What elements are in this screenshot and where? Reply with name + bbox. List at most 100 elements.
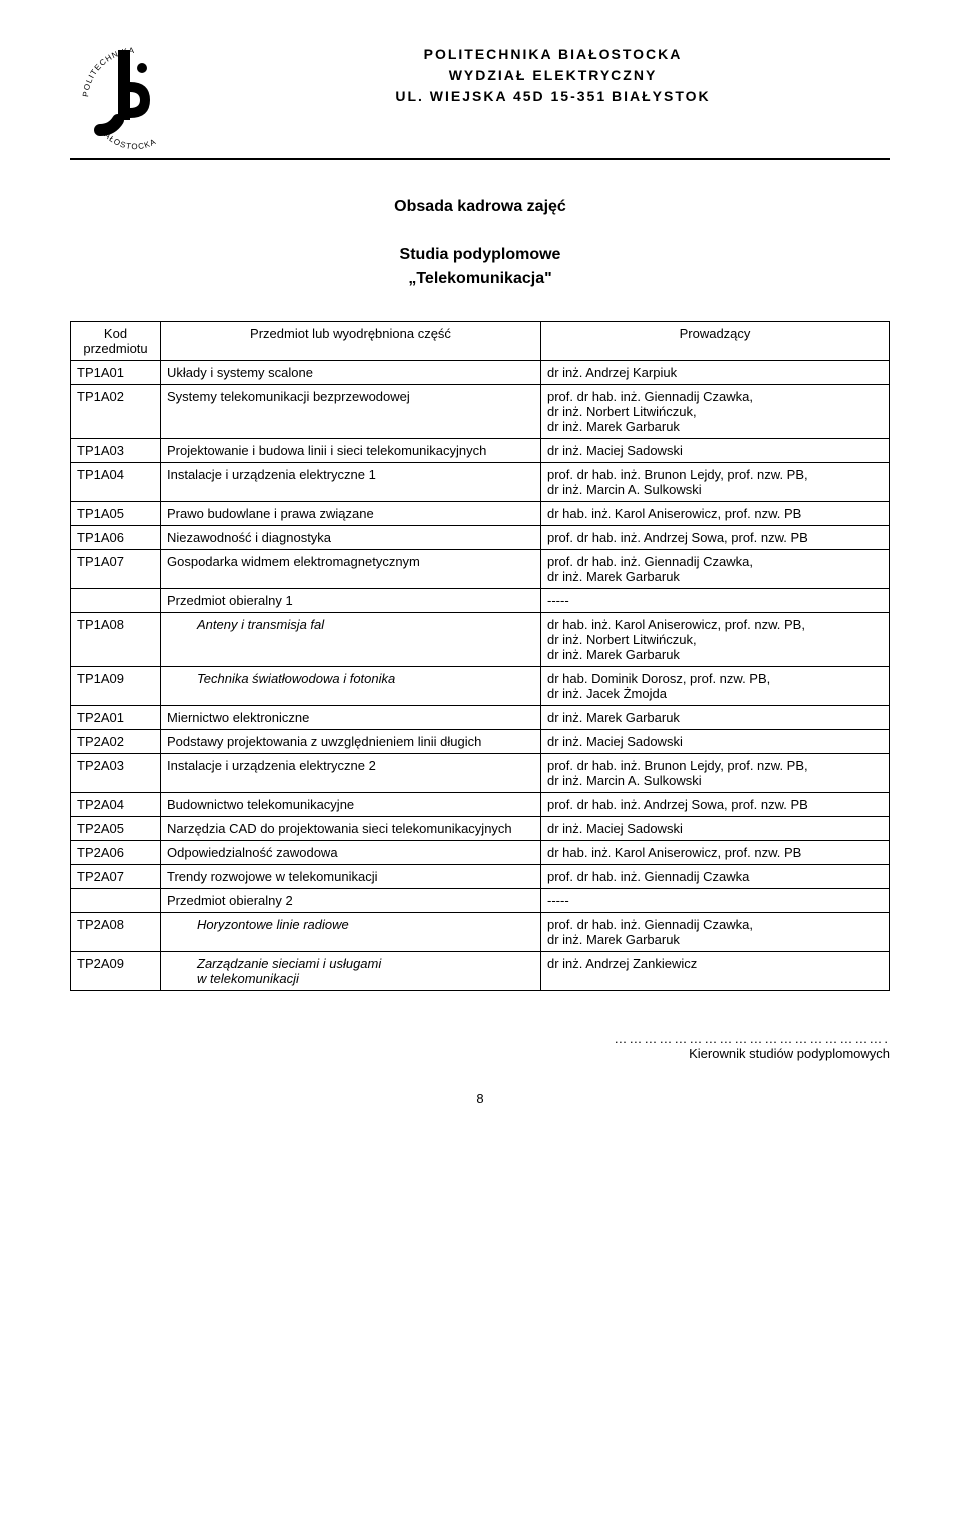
cell-lecturer: dr inż. Marek Garbaruk xyxy=(541,706,890,730)
cell-subject: Prawo budowlane i prawa związane xyxy=(161,502,541,526)
page-number: 8 xyxy=(70,1091,890,1106)
header-institution: POLITECHNIKA BIAŁOSTOCKA WYDZIAŁ ELEKTRY… xyxy=(216,44,890,107)
cell-code: TP2A05 xyxy=(71,817,161,841)
cell-code: TP1A03 xyxy=(71,439,161,463)
col-code-header: Kod przedmiotu xyxy=(71,322,161,361)
cell-lecturer: dr inż. Maciej Sadowski xyxy=(541,439,890,463)
table-row: TP1A08Anteny i transmisja faldr hab. inż… xyxy=(71,613,890,667)
header-line1: POLITECHNIKA BIAŁOSTOCKA xyxy=(216,44,890,65)
cell-subject: Instalacje i urządzenia elektryczne 2 xyxy=(161,754,541,793)
cell-subject: Systemy telekomunikacji bezprzewodowej xyxy=(161,385,541,439)
cell-code: TP2A06 xyxy=(71,841,161,865)
cell-subject: Gospodarka widmem elektromagnetycznym xyxy=(161,550,541,589)
header-row: POLITECHNIKA BIAŁOSTOCKA POLITECHNIKA BI… xyxy=(70,40,890,150)
title-line1: Obsada kadrowa zajęć xyxy=(70,195,890,219)
table-row: TP1A03Projektowanie i budowa linii i sie… xyxy=(71,439,890,463)
cell-subject: Podstawy projektowania z uwzględnieniem … xyxy=(161,730,541,754)
cell-code: TP2A04 xyxy=(71,793,161,817)
signature-line: ………………………………………………. xyxy=(70,1031,890,1046)
cell-subject: Instalacje i urządzenia elektryczne 1 xyxy=(161,463,541,502)
cell-code: TP2A01 xyxy=(71,706,161,730)
cell-lecturer: dr hab. Dominik Dorosz, prof. nzw. PB, d… xyxy=(541,667,890,706)
table-row: TP2A01Miernictwo elektronicznedr inż. Ma… xyxy=(71,706,890,730)
cell-code: TP1A08 xyxy=(71,613,161,667)
cell-lecturer: dr hab. inż. Karol Aniserowicz, prof. nz… xyxy=(541,613,890,667)
cell-lecturer: ----- xyxy=(541,889,890,913)
cell-lecturer: dr hab. inż. Karol Aniserowicz, prof. nz… xyxy=(541,502,890,526)
cell-code: TP1A02 xyxy=(71,385,161,439)
cell-lecturer: dr inż. Andrzej Zankiewicz xyxy=(541,952,890,991)
table-row: Przedmiot obieralny 1----- xyxy=(71,589,890,613)
cell-subject: Projektowanie i budowa linii i sieci tel… xyxy=(161,439,541,463)
cell-lecturer: prof. dr hab. inż. Brunon Lejdy, prof. n… xyxy=(541,463,890,502)
table-row: TP2A02Podstawy projektowania z uwzględni… xyxy=(71,730,890,754)
footer-caption: Kierownik studiów podyplomowych xyxy=(70,1046,890,1061)
cell-lecturer: ----- xyxy=(541,589,890,613)
cell-code: TP2A07 xyxy=(71,865,161,889)
table-row: TP1A05Prawo budowlane i prawa związanedr… xyxy=(71,502,890,526)
cell-lecturer: prof. dr hab. inż. Giennadij Czawka, dr … xyxy=(541,385,890,439)
table-row: TP1A01Układy i systemy scalonedr inż. An… xyxy=(71,361,890,385)
cell-subject: Horyzontowe linie radiowe xyxy=(161,913,541,952)
col-subject-header: Przedmiot lub wyodrębniona część xyxy=(161,322,541,361)
cell-subject: Zarządzanie sieciami i usługami w teleko… xyxy=(161,952,541,991)
cell-subject: Narzędzia CAD do projektowania sieci tel… xyxy=(161,817,541,841)
table-row: TP2A06Odpowiedzialność zawodowadr hab. i… xyxy=(71,841,890,865)
cell-subject: Trendy rozwojowe w telekomunikacji xyxy=(161,865,541,889)
cell-code xyxy=(71,589,161,613)
table-row: TP2A05Narzędzia CAD do projektowania sie… xyxy=(71,817,890,841)
table-row: TP1A04Instalacje i urządzenia elektryczn… xyxy=(71,463,890,502)
cell-lecturer: dr hab. inż. Karol Aniserowicz, prof. nz… xyxy=(541,841,890,865)
cell-subject: Przedmiot obieralny 2 xyxy=(161,889,541,913)
table-row: TP2A08Horyzontowe linie radioweprof. dr … xyxy=(71,913,890,952)
table-row: TP1A02Systemy telekomunikacji bezprzewod… xyxy=(71,385,890,439)
cell-code: TP1A06 xyxy=(71,526,161,550)
cell-code: TP1A04 xyxy=(71,463,161,502)
cell-code: TP2A08 xyxy=(71,913,161,952)
footer: ………………………………………………. Kierownik studiów po… xyxy=(70,1031,890,1061)
cell-code xyxy=(71,889,161,913)
header-divider xyxy=(70,158,890,160)
cell-subject: Układy i systemy scalone xyxy=(161,361,541,385)
cell-lecturer: prof. dr hab. inż. Andrzej Sowa, prof. n… xyxy=(541,526,890,550)
table-row: TP1A06Niezawodność i diagnostykaprof. dr… xyxy=(71,526,890,550)
cell-code: TP1A09 xyxy=(71,667,161,706)
logo: POLITECHNIKA BIAŁOSTOCKA xyxy=(70,40,200,150)
cell-lecturer: prof. dr hab. inż. Giennadij Czawka, dr … xyxy=(541,550,890,589)
table-row: TP2A07Trendy rozwojowe w telekomunikacji… xyxy=(71,865,890,889)
staffing-table: Kod przedmiotu Przedmiot lub wyodrębnion… xyxy=(70,321,890,991)
cell-subject: Niezawodność i diagnostyka xyxy=(161,526,541,550)
table-header-row: Kod przedmiotu Przedmiot lub wyodrębnion… xyxy=(71,322,890,361)
cell-lecturer: prof. dr hab. inż. Andrzej Sowa, prof. n… xyxy=(541,793,890,817)
cell-code: TP2A02 xyxy=(71,730,161,754)
cell-subject: Budownictwo telekomunikacyjne xyxy=(161,793,541,817)
cell-subject: Odpowiedzialność zawodowa xyxy=(161,841,541,865)
title-line3: „Telekomunikacja" xyxy=(70,267,890,291)
col-lecturer-header: Prowadzący xyxy=(541,322,890,361)
logo-text-bottom: BIAŁOSTOCKA xyxy=(97,124,158,150)
cell-code: TP2A03 xyxy=(71,754,161,793)
table-row: TP2A09Zarządzanie sieciami i usługami w … xyxy=(71,952,890,991)
table-row: TP2A03Instalacje i urządzenia elektryczn… xyxy=(71,754,890,793)
cell-subject: Miernictwo elektroniczne xyxy=(161,706,541,730)
cell-lecturer: prof. dr hab. inż. Giennadij Czawka xyxy=(541,865,890,889)
svg-text:BIAŁOSTOCKA: BIAŁOSTOCKA xyxy=(97,124,158,150)
cell-code: TP1A05 xyxy=(71,502,161,526)
table-row: Przedmiot obieralny 2----- xyxy=(71,889,890,913)
university-logo-icon: POLITECHNIKA BIAŁOSTOCKA xyxy=(70,40,200,150)
table-row: TP1A09Technika światłowodowa i fotonikad… xyxy=(71,667,890,706)
cell-lecturer: dr inż. Andrzej Karpiuk xyxy=(541,361,890,385)
cell-lecturer: dr inż. Maciej Sadowski xyxy=(541,730,890,754)
cell-subject: Anteny i transmisja fal xyxy=(161,613,541,667)
title-line2: Studia podyplomowe xyxy=(70,243,890,267)
cell-code: TP1A01 xyxy=(71,361,161,385)
title-block: Obsada kadrowa zajęć Studia podyplomowe … xyxy=(70,195,890,291)
table-row: TP1A07Gospodarka widmem elektromagnetycz… xyxy=(71,550,890,589)
cell-code: TP1A07 xyxy=(71,550,161,589)
table-body: TP1A01Układy i systemy scalonedr inż. An… xyxy=(71,361,890,991)
cell-subject: Przedmiot obieralny 1 xyxy=(161,589,541,613)
cell-lecturer: prof. dr hab. inż. Brunon Lejdy, prof. n… xyxy=(541,754,890,793)
cell-code: TP2A09 xyxy=(71,952,161,991)
header-line2: WYDZIAŁ ELEKTRYCZNY xyxy=(216,65,890,86)
cell-lecturer: dr inż. Maciej Sadowski xyxy=(541,817,890,841)
